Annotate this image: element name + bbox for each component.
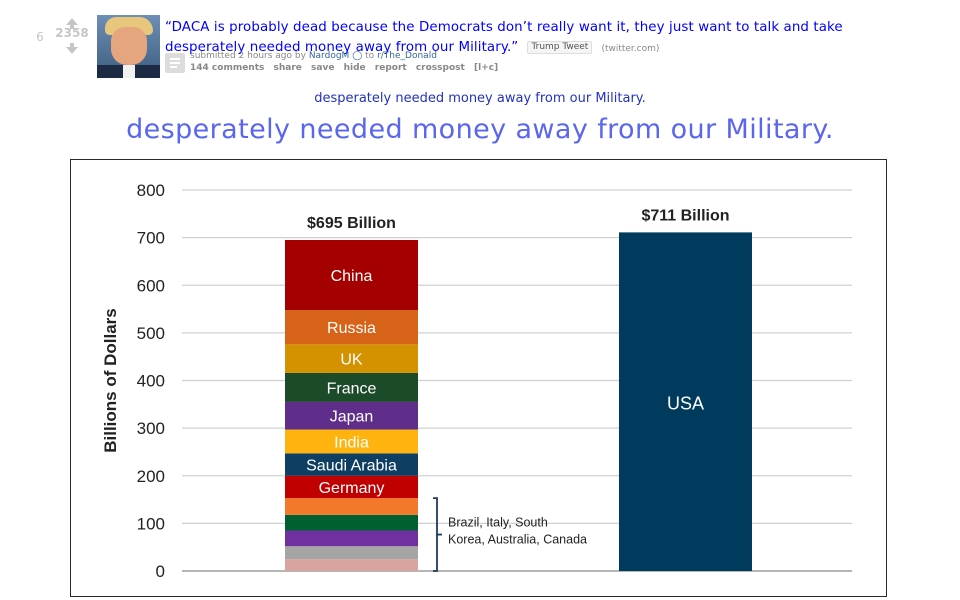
y-tick-label: 400: [137, 372, 165, 391]
comments-button[interactable]: 144 comments: [190, 63, 265, 73]
post-domain[interactable]: (twitter.com): [601, 44, 660, 54]
post-flair: Trump Tweet: [527, 41, 593, 54]
expando-text: desperately needed money away from our M…: [314, 91, 646, 106]
downvote-arrow-icon[interactable]: [66, 43, 78, 54]
y-axis-label: Billions of Dollars: [101, 308, 120, 453]
bar-segment-india: [285, 429, 418, 454]
bar-segment-label: Russia: [327, 320, 376, 337]
bar-segment-south-korea: [285, 530, 418, 547]
y-tick-label: 700: [137, 229, 165, 248]
y-tick-label: 600: [137, 276, 165, 295]
y-tick-label: 0: [156, 562, 165, 581]
y-tick-label: 100: [137, 514, 165, 533]
author-link[interactable]: NardogM: [308, 51, 350, 61]
bar-segment-uk: [285, 344, 418, 373]
bar-segment-label: UK: [340, 352, 363, 369]
bracket: [433, 497, 438, 572]
bar-segment-australia: [285, 514, 418, 531]
y-tick-label: 800: [137, 181, 165, 200]
bracket-label: Brazil, Italy, South: [448, 516, 548, 530]
post-score: 2358: [55, 26, 89, 40]
expando-text-icon[interactable]: [165, 53, 185, 73]
vote-box: 2358: [54, 14, 90, 54]
bar-segment-saudi-arabia: [285, 453, 418, 476]
hide-button[interactable]: hide: [343, 63, 366, 73]
bar-segment-label: Saudi Arabia: [306, 458, 397, 475]
lc-button[interactable]: [l+c]: [473, 63, 499, 73]
bar-segment-brazil: [285, 559, 418, 571]
bar-segment-label: Japan: [330, 409, 374, 426]
subreddit-link[interactable]: r/The_Donald: [377, 51, 437, 61]
stack-total-label: $695 Billion: [307, 215, 396, 232]
post-tagline: submitted 2 hours ago by NardogM ◯ to r/…: [190, 51, 437, 61]
post-title-area: “DACA is probably dead because the Democ…: [165, 16, 925, 56]
bar-segment-canada: [285, 498, 418, 515]
bar-segment-germany: [285, 475, 418, 499]
post-thumbnail[interactable]: [97, 15, 160, 78]
save-button[interactable]: save: [311, 63, 335, 73]
post-buttons: 144 comments share save hide report cros…: [190, 63, 504, 74]
bar-segment-china: [285, 240, 418, 311]
y-tick-label: 300: [137, 419, 165, 438]
post-rank: 6: [36, 30, 44, 44]
expando-big-text: desperately needed money away from our M…: [126, 114, 834, 145]
bar-segment-japan: [285, 401, 418, 430]
report-button[interactable]: report: [374, 63, 407, 73]
y-tick-label: 500: [137, 324, 165, 343]
bar-segment-italy: [285, 546, 418, 560]
bar-segment-label: India: [334, 434, 369, 451]
bar-usa: [619, 232, 752, 571]
bracket-label: Korea, Australia, Canada: [448, 533, 587, 547]
chart-image: 0 100 200 300 400 500 600 700 800 Billions of Dol…: [70, 159, 887, 597]
y-tick-label: 200: [137, 467, 165, 486]
bar-segment-russia: [285, 310, 418, 345]
bar-segment-label: Germany: [319, 480, 385, 497]
crosspost-button[interactable]: crosspost: [415, 63, 465, 73]
bar-usa-label: USA: [667, 394, 704, 414]
speech-bubble-icon: ◯: [352, 51, 363, 61]
share-button[interactable]: share: [273, 63, 302, 73]
post-title-link[interactable]: “DACA is probably dead because the Democ…: [165, 20, 843, 55]
usa-total-label: $711 Billion: [641, 207, 729, 224]
bar-segment-label: France: [327, 380, 377, 397]
bar-segment-france: [285, 372, 418, 402]
bar-segment-label: China: [331, 268, 373, 285]
defense-spending-chart: 0 100 200 300 400 500 600 700 800 Billions of Dol…: [101, 181, 852, 581]
upvote-arrow-icon[interactable]: [66, 18, 78, 29]
